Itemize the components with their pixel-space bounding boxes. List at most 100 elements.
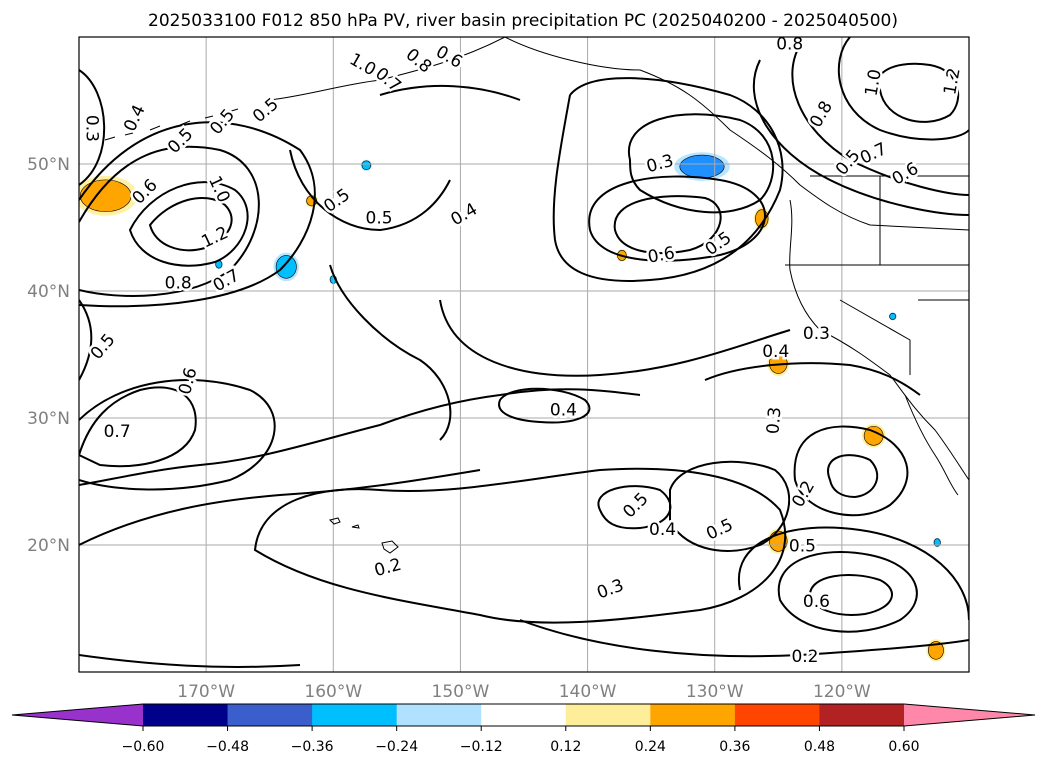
contour-label: 0.7 [104, 422, 131, 442]
contour-line [289, 149, 451, 232]
colorbar-tick-label: −0.12 [460, 739, 503, 755]
colorbar-segment [143, 704, 229, 726]
colorbar-tick-label: 0.24 [635, 739, 666, 755]
contour-line [877, 62, 960, 123]
hawaii-islands [329, 517, 399, 554]
contour-label: 0.6 [803, 592, 830, 612]
coastline-north-america [504, 37, 969, 231]
colorbar: −0.60 −0.48 −0.36 −0.24 −0.12 0.12 0.24 0.36 0.4… [11, 703, 1036, 755]
contour-line [588, 175, 766, 262]
lon-tick-label: 170°W [177, 682, 235, 702]
coastline-alaska [269, 37, 506, 101]
contour-line [329, 264, 452, 441]
chart-title: 2025033100 F012 850 hPa PV, river basin … [148, 11, 898, 31]
coastline-baja [904, 394, 959, 496]
contour-line [79, 145, 260, 297]
contour-line [552, 77, 784, 282]
contour-line [79, 121, 316, 308]
lon-tick-label: 130°W [686, 682, 744, 702]
colorbar-tick-label: −0.36 [291, 739, 334, 755]
contour-label: 0.3 [82, 115, 102, 142]
colorbar-segment [481, 704, 567, 726]
lat-tick-label: 40°N [27, 282, 70, 302]
colorbar-extend-low [12, 704, 143, 726]
border-state-line-2 [839, 299, 911, 375]
map-background [79, 37, 969, 672]
contour-line [148, 196, 233, 252]
lat-tick-label: 20°N [27, 536, 70, 556]
colorbar-tick-label: −0.60 [122, 739, 165, 755]
longitude-tick-labels: 170°W 160°W 150°W 140°W 130°W 120°W [177, 682, 871, 702]
colorbar-tick-label: 0.48 [804, 739, 835, 755]
contour-line [79, 469, 481, 546]
contour-label: 0.4 [762, 342, 789, 362]
contour-line [827, 454, 879, 499]
contour-line [519, 619, 969, 658]
contour-label: 0.8 [165, 273, 192, 293]
coastline-west-coast [789, 199, 969, 481]
contour-line [752, 59, 969, 216]
aleutian-islands [104, 108, 239, 141]
lat-tick-label: 30°N [27, 409, 70, 429]
shaded-region [79, 175, 138, 216]
contour-label: 0.5 [789, 536, 816, 556]
colorbar-tick-label: 0.60 [888, 739, 919, 755]
contour-line [253, 467, 787, 624]
contour-line [808, 574, 893, 616]
contour-line [379, 84, 521, 101]
contour-line [793, 425, 909, 517]
contour-line [79, 299, 93, 381]
colorbar-segment [734, 704, 820, 726]
contour-line [128, 181, 249, 267]
contour-label: 0.3 [763, 406, 785, 435]
lon-tick-label: 120°W [813, 682, 871, 702]
colorbar-tick-label: 0.12 [550, 739, 581, 755]
shaded-region [273, 252, 299, 282]
contour-line [79, 69, 106, 186]
contour-line [627, 113, 774, 214]
contour-line [837, 37, 969, 141]
lat-tick-label: 50°N [27, 155, 70, 175]
pv-contours [79, 37, 969, 668]
map-frame [78, 36, 970, 673]
lon-tick-label: 140°W [559, 682, 617, 702]
contour-line [79, 654, 301, 668]
colorbar-segment [819, 704, 905, 726]
shaded-region [360, 159, 372, 171]
colorbar-tick-label: −0.48 [206, 739, 249, 755]
colorbar-segment [565, 704, 651, 726]
contour-line [737, 526, 969, 621]
colorbar-segment [396, 704, 482, 726]
colorbar-tick-label: −0.24 [375, 739, 418, 755]
contour-line [613, 195, 722, 254]
lon-tick-label: 160°W [304, 682, 362, 702]
contour-label: 0.3 [803, 324, 830, 344]
contour-line [777, 551, 918, 633]
contour-line [79, 379, 276, 491]
colorbar-extend-high [904, 704, 1035, 726]
contour-label: 0.2 [791, 647, 818, 667]
colorbar-segment [312, 704, 398, 726]
colorbar-tick-label: 0.36 [719, 739, 750, 755]
lon-tick-label: 150°W [432, 682, 490, 702]
graticule [79, 37, 969, 672]
contour-line [79, 386, 197, 468]
contour-line [669, 460, 791, 552]
contour-label: 0.4 [550, 400, 577, 420]
contour-label: 0.8 [776, 35, 803, 55]
shaded-region [767, 350, 790, 377]
shaded-region [674, 152, 730, 181]
colorbar-segment [227, 704, 313, 726]
contour-line [439, 299, 791, 377]
shaded-region [933, 537, 942, 548]
contour-line [498, 387, 591, 424]
shaded-region [888, 312, 897, 321]
contour-label: 0.5 [366, 209, 393, 229]
contour-line [704, 362, 921, 396]
precipitation-shading [79, 152, 946, 662]
latitude-tick-labels: 50°N 40°N 30°N 20°N [27, 155, 70, 556]
contour-label: 0.4 [649, 520, 676, 540]
contour-line [791, 44, 969, 196]
colorbar-segment [650, 704, 736, 726]
